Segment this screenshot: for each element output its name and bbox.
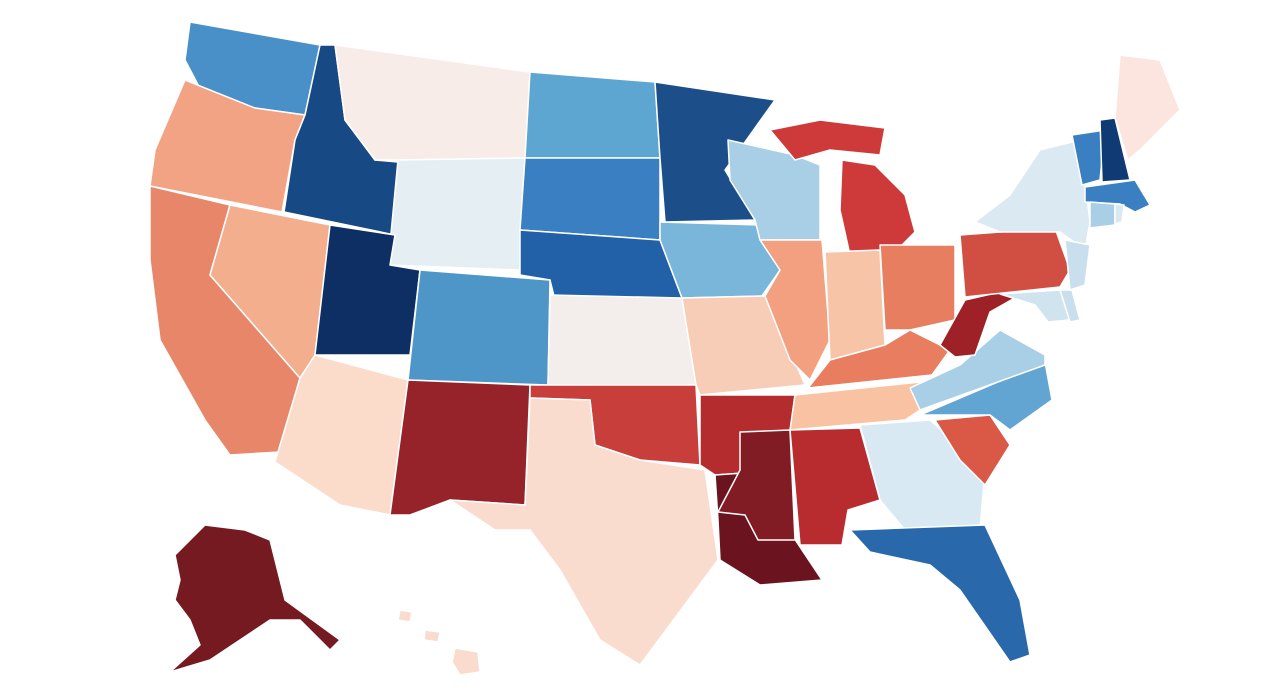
state-vt (1071, 129, 1106, 186)
state-me (1114, 54, 1181, 161)
state-al (789, 427, 881, 546)
state-hi (397, 609, 413, 623)
state-pa (959, 227, 1071, 298)
state-nd (524, 71, 661, 159)
state-wv (939, 291, 1021, 358)
state-nj (1064, 239, 1091, 291)
state-tx (449, 397, 719, 666)
state-ak (169, 524, 341, 673)
state-de (1059, 289, 1081, 323)
state-co (407, 269, 551, 386)
state-mt (334, 44, 531, 161)
state-nm (389, 379, 531, 516)
state-hi (423, 629, 441, 643)
state-md (999, 289, 1071, 323)
state-sc (934, 414, 1011, 486)
state-fl (849, 524, 1031, 663)
state-or (149, 79, 306, 213)
state-wy (387, 157, 526, 271)
state-mi (839, 159, 916, 256)
state-ks (547, 294, 697, 386)
state-ky (807, 329, 951, 389)
state-va (909, 329, 1046, 411)
state-in (824, 249, 886, 361)
state-hi (451, 647, 481, 676)
state-ri (1114, 203, 1125, 225)
state-mi (769, 119, 886, 161)
state-ms (717, 429, 796, 541)
state-ct (1089, 201, 1116, 229)
state-ma (1084, 179, 1151, 213)
state-sd (519, 157, 661, 241)
state-oh (879, 244, 956, 331)
state-il (759, 239, 831, 381)
